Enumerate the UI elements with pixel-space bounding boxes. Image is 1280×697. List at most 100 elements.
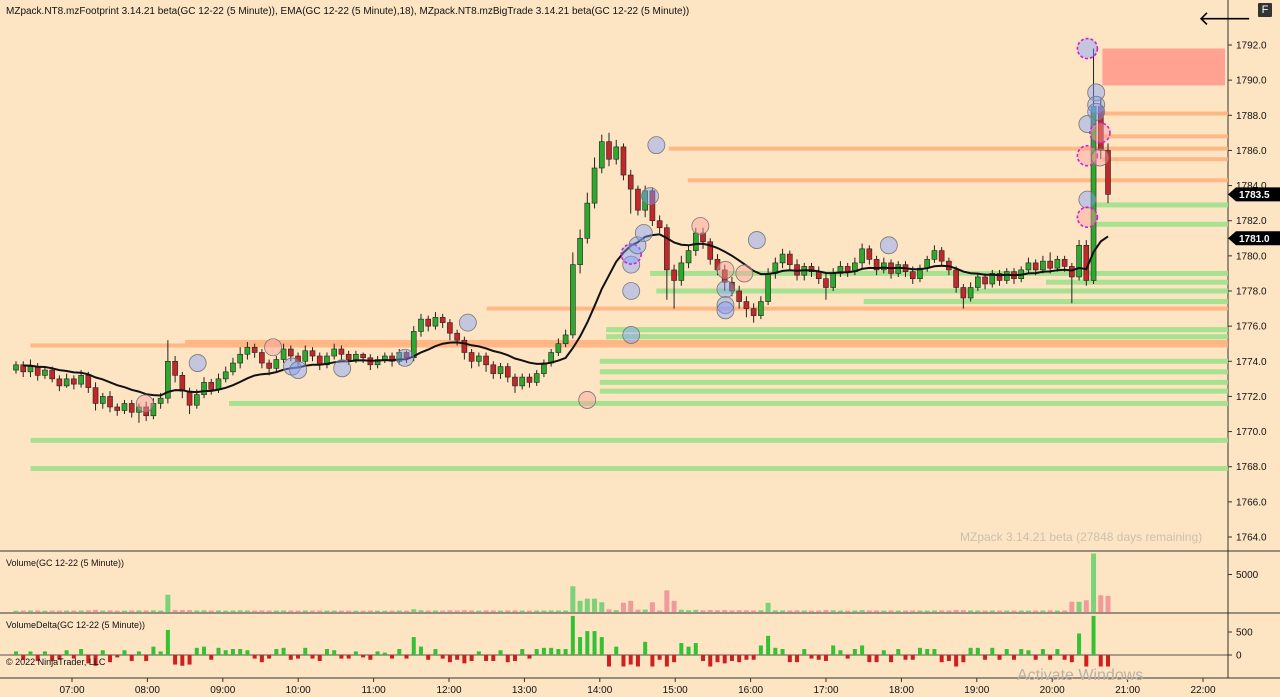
candle — [1003, 268, 1010, 284]
candle — [367, 354, 374, 371]
volume-bar — [1098, 595, 1104, 612]
candle — [729, 276, 735, 297]
volume-bar — [1076, 601, 1082, 612]
time-tick-label: 16:00 — [738, 685, 763, 696]
volume-bar — [100, 610, 106, 612]
time-tick-label: 18:00 — [889, 685, 914, 696]
volume-bar — [541, 610, 547, 612]
delta-bar — [946, 655, 951, 661]
volume-bar — [765, 602, 771, 612]
price-marker-bg — [1228, 231, 1280, 246]
volume-bar — [620, 602, 626, 612]
delta-bar — [397, 649, 402, 655]
candle-body — [1061, 259, 1068, 267]
volume-bar — [642, 609, 648, 612]
support-level — [656, 288, 1228, 294]
volume-bar — [982, 610, 988, 612]
big-trade-bubble — [1087, 102, 1106, 121]
candle — [1025, 257, 1032, 274]
price-axis: 1764.0 1766.0 1768.0 1770.0 1772.0 1774.0 1776… — [1228, 41, 1267, 544]
candle — [468, 348, 475, 369]
volume-panel-title: Volume(GC 12-22 (5 Minute)) — [6, 558, 125, 568]
delta-bar — [708, 655, 713, 667]
delta-bar — [180, 655, 185, 666]
volume-tick-label: 5000 — [1236, 570, 1259, 581]
delta-bar — [650, 655, 655, 667]
candle-body — [830, 273, 836, 288]
candle — [165, 340, 171, 404]
delta-bar — [353, 651, 358, 655]
candle-body — [627, 174, 634, 190]
candle-body — [504, 366, 511, 378]
candle — [230, 357, 236, 376]
big-trades — [135, 37, 1111, 413]
volume-bar — [519, 610, 525, 612]
candle — [63, 373, 70, 388]
support-level — [30, 465, 1228, 471]
big-trade-bubble — [1087, 83, 1106, 102]
candle-body — [989, 273, 996, 285]
candle — [700, 227, 706, 249]
delta-bar — [607, 655, 612, 667]
candle-body — [758, 301, 764, 316]
candle — [859, 243, 865, 269]
candle — [128, 399, 135, 418]
delta-bar — [1098, 655, 1103, 667]
delta-bar — [570, 615, 575, 655]
candle — [208, 378, 215, 395]
volume-bar — [78, 610, 84, 612]
volume-bar — [1047, 610, 1053, 612]
delta-bar — [990, 647, 995, 655]
delta-bar — [469, 655, 474, 661]
time-tick-label: 13:00 — [512, 685, 537, 696]
candle — [577, 229, 583, 274]
candle-body — [179, 375, 186, 392]
volume-bar — [483, 610, 489, 612]
candle — [975, 273, 981, 291]
delta-bar — [664, 655, 669, 667]
candle-body — [230, 362, 236, 373]
delta-bar — [527, 655, 532, 659]
big-trade-bubble — [622, 326, 641, 344]
candle-body — [873, 259, 880, 271]
candle-body — [779, 253, 786, 264]
delta-bar — [1048, 655, 1053, 660]
volume-bar — [722, 609, 728, 612]
candle-body — [208, 382, 215, 390]
delta-bar — [245, 650, 250, 655]
candle — [280, 343, 287, 364]
time-axis: 07:00 08:00 09:00 10:00 11:00 12:00 13:00 14:00… — [59, 678, 1216, 696]
volume-bar — [997, 610, 1003, 612]
candle-body — [555, 343, 562, 353]
volume-bar — [252, 610, 258, 612]
delta-bar — [404, 655, 409, 659]
candle-body — [382, 355, 388, 360]
candle — [815, 266, 822, 284]
mzpack-watermark: MZpack 3.14.21 beta (27848 days remainin… — [960, 530, 1203, 544]
volume-bar — [302, 610, 308, 612]
delta-bar — [860, 645, 865, 655]
volume-bar — [85, 610, 91, 612]
candle-body — [823, 278, 829, 288]
delta-bar — [165, 629, 170, 655]
candle-body — [172, 360, 178, 376]
volume-bar — [649, 602, 655, 612]
delta-bar — [1040, 649, 1045, 655]
candle — [996, 269, 1003, 286]
back-arrow-icon[interactable]: 🡐 — [1198, 8, 1252, 30]
delta-bar — [35, 655, 40, 661]
candle — [374, 356, 381, 369]
candle-body — [1032, 262, 1039, 271]
volume-bar — [1004, 610, 1010, 612]
candle-body — [273, 359, 280, 369]
candle-body — [562, 334, 569, 345]
candle-body — [302, 350, 309, 362]
volume-bar — [179, 609, 185, 612]
candle-body — [389, 355, 395, 362]
volume-bar — [49, 610, 55, 612]
delta-bar — [831, 645, 836, 655]
volume-bar — [56, 610, 62, 612]
delta-bar — [954, 655, 959, 667]
f-menu-button[interactable]: F — [1258, 3, 1272, 17]
